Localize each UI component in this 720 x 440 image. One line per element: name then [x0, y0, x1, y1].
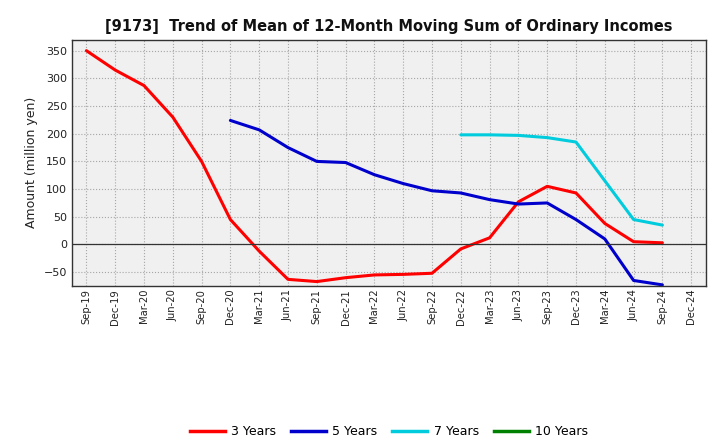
- Y-axis label: Amount (million yen): Amount (million yen): [25, 97, 38, 228]
- Legend: 3 Years, 5 Years, 7 Years, 10 Years: 3 Years, 5 Years, 7 Years, 10 Years: [184, 420, 593, 440]
- Title: [9173]  Trend of Mean of 12-Month Moving Sum of Ordinary Incomes: [9173] Trend of Mean of 12-Month Moving …: [105, 19, 672, 34]
